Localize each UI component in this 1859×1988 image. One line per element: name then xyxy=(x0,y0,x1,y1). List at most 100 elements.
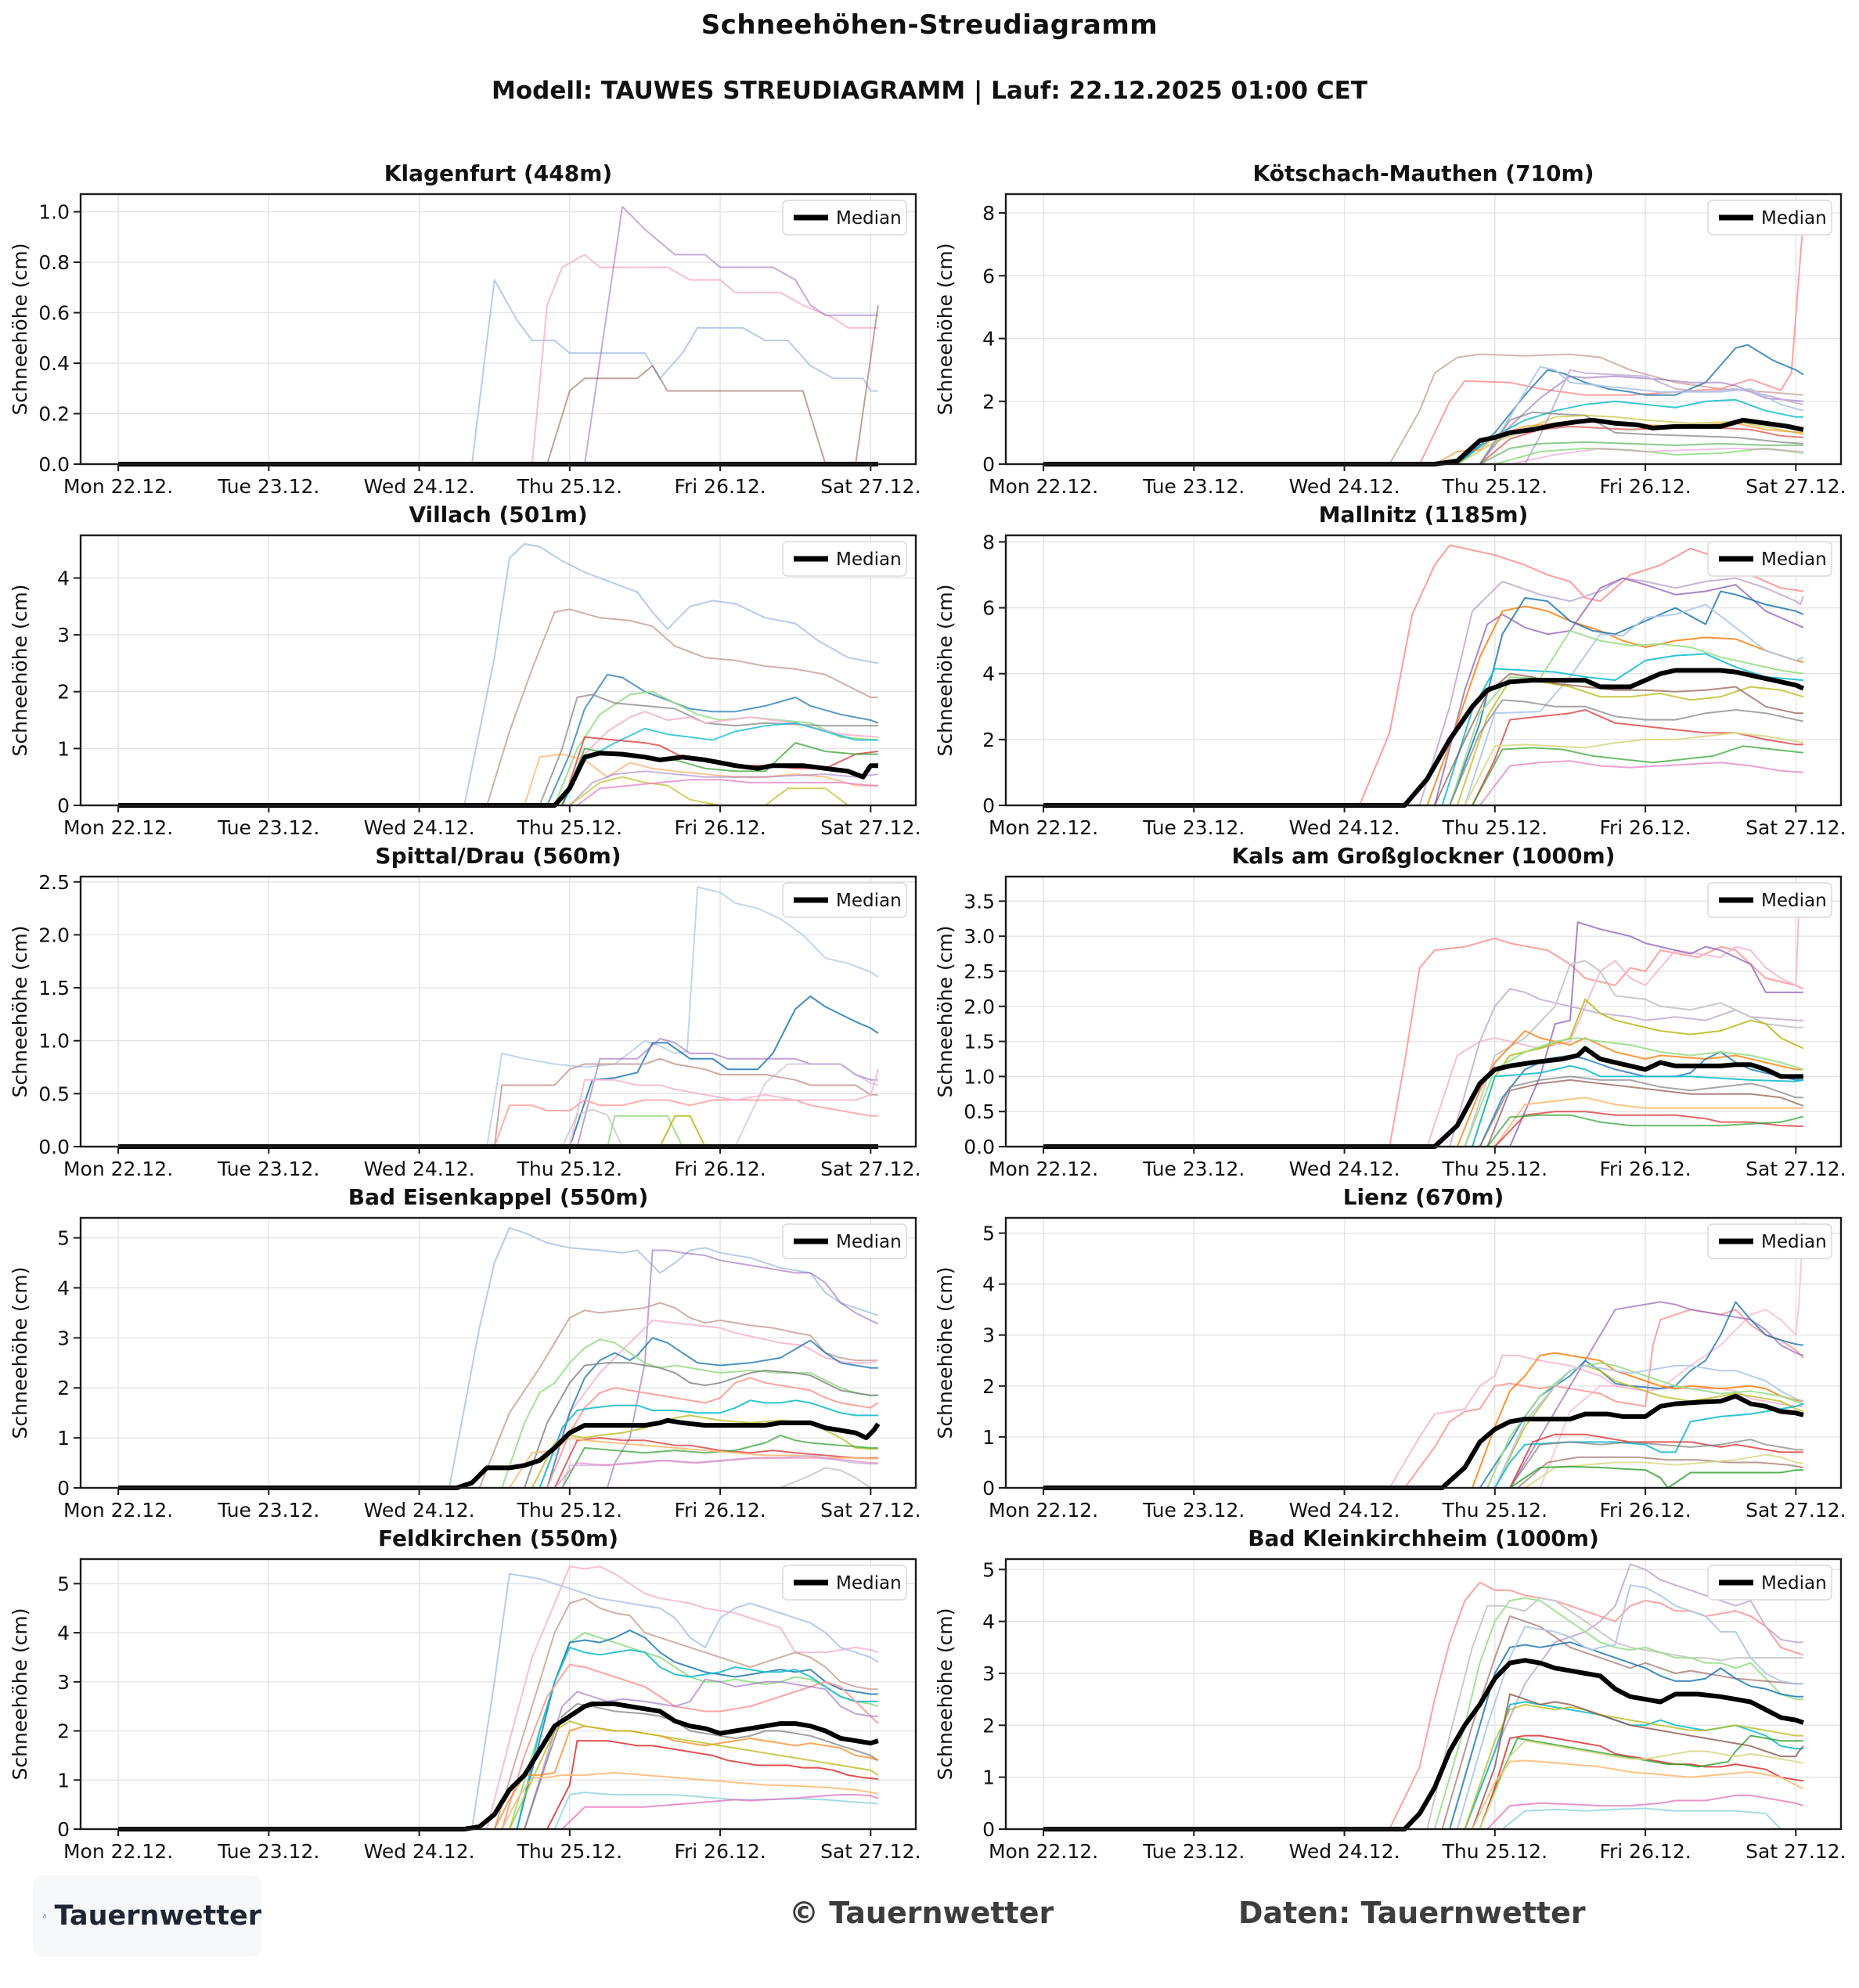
x-tick-label: Fri 26.12. xyxy=(1599,475,1691,498)
ensemble-member-line xyxy=(516,1646,878,1830)
y-tick-label: 1 xyxy=(57,1427,70,1450)
median-line xyxy=(1043,668,1805,808)
legend: Median xyxy=(1707,1565,1832,1601)
ensemble-member-line xyxy=(1449,590,1804,806)
ensemble-member-line xyxy=(561,1794,879,1830)
chart-canvas: Mon 22.12. Tue 23.12. Wed 24.12. Thu 25.12.… xyxy=(934,1558,1846,1863)
y-tick-label: 3.0 xyxy=(964,925,995,948)
y-tick-label: 3 xyxy=(982,1324,995,1347)
ensemble-member-line xyxy=(470,1572,879,1830)
subplot-villach-501m: Villach (501m) Mon 22.12. Tue 23.12. Wed 24… xyxy=(6,502,921,844)
x-tick-label: Sat 27.12. xyxy=(1746,816,1846,839)
x-tick-label: Thu 25.12. xyxy=(1442,475,1547,498)
ensemble-member-line xyxy=(1426,897,1804,1147)
subplot-title: Bad Eisenkappel (550m) xyxy=(348,1184,649,1210)
x-tick-label: Wed 24.12. xyxy=(1289,1499,1400,1522)
x-tick-label: Wed 24.12. xyxy=(364,1158,475,1180)
y-tick-label: 2 xyxy=(982,391,995,413)
x-tick-label: Wed 24.12. xyxy=(1289,1158,1400,1180)
ensemble-member-line xyxy=(1358,544,1804,806)
y-tick-label: 5 xyxy=(57,1227,70,1250)
x-tick-label: Tue 23.12. xyxy=(217,816,319,839)
x-tick-label: Sat 27.12. xyxy=(1746,475,1846,498)
x-tick-label: Tue 23.12. xyxy=(1142,1840,1245,1863)
x-tick-label: Thu 25.12. xyxy=(1442,1158,1547,1180)
subplot-title: Kals am Großglockner (1000m) xyxy=(1231,843,1616,869)
y-axis-label: Schneehöhe (cm) xyxy=(934,1267,957,1439)
y-tick-label: 2.0 xyxy=(38,924,70,946)
y-tick-label: 2.5 xyxy=(964,960,995,983)
ensemble-member-line xyxy=(1479,1740,1804,1830)
y-tick-label: 5 xyxy=(57,1572,70,1595)
y-tick-label: 3.5 xyxy=(964,890,995,913)
x-tick-label: Mon 22.12. xyxy=(63,1158,173,1180)
ensemble-member-line xyxy=(1494,1111,1803,1147)
ensemble-member-line xyxy=(1464,732,1804,806)
x-tick-label: Sat 27.12. xyxy=(1746,1158,1846,1180)
y-axis-label: Schneehöhe (cm) xyxy=(934,926,957,1098)
ensemble-member-line xyxy=(1509,1465,1803,1489)
ensemble-member-line xyxy=(493,1597,878,1830)
y-tick-label: 2.0 xyxy=(964,996,995,1018)
y-tick-label: 4 xyxy=(982,663,995,686)
ensemble-member-line xyxy=(1456,679,1804,806)
legend: Median xyxy=(1707,200,1832,236)
y-tick-label: 0 xyxy=(57,1818,70,1841)
chart-canvas: Mon 22.12. Tue 23.12. Wed 24.12. Thu 25.12.… xyxy=(934,193,1846,498)
ensemble-member-line xyxy=(1472,1352,1804,1489)
logo-text: Tauernwetter xyxy=(54,1900,261,1932)
ensemble-member-line xyxy=(1472,745,1804,806)
x-tick-label: Wed 24.12. xyxy=(1289,816,1400,839)
ensemble-member-line xyxy=(1494,447,1804,465)
ensemble-member-line xyxy=(1479,441,1803,465)
chart-canvas: Mon 22.12. Tue 23.12. Wed 24.12. Thu 25.12.… xyxy=(9,1558,921,1863)
ensemble-member-line xyxy=(1479,1734,1803,1830)
chart-canvas: Mon 22.12. Tue 23.12. Wed 24.12. Thu 25.12.… xyxy=(9,534,921,839)
chart-canvas: Mon 22.12. Tue 23.12. Wed 24.12. Thu 25.12.… xyxy=(934,1216,1846,1522)
x-tick-label: Tue 23.12. xyxy=(217,1499,319,1522)
ensemble-member-line xyxy=(546,1740,878,1830)
y-tick-label: 5 xyxy=(982,1223,995,1245)
y-tick-label: 4 xyxy=(57,1277,70,1299)
data-credit-text: Daten: Tauernwetter xyxy=(1238,1896,1586,1930)
x-tick-label: Tue 23.12. xyxy=(1142,475,1245,498)
ensemble-member-line xyxy=(1472,1693,1804,1830)
chart-header: Schneehöhen-Streudiagramm Modell: TAUWES… xyxy=(0,0,1859,161)
x-tick-label: Mon 22.12. xyxy=(989,475,1098,498)
x-tick-label: Mon 22.12. xyxy=(989,1840,1098,1863)
ensemble-member-line xyxy=(576,1038,878,1147)
ensemble-member-line xyxy=(1449,1641,1803,1830)
x-tick-label: Tue 23.12. xyxy=(1142,816,1245,839)
y-tick-label: 8 xyxy=(982,531,995,553)
median-line xyxy=(1043,417,1804,466)
ensemble-member-line xyxy=(1501,1807,1803,1830)
x-tick-label: Mon 22.12. xyxy=(63,816,173,839)
y-tick-label: 4 xyxy=(982,1611,995,1633)
y-tick-label: 0.0 xyxy=(964,1136,995,1158)
legend: Median xyxy=(782,882,907,918)
x-tick-label: Mon 22.12. xyxy=(989,1499,1098,1522)
ensemble-member-line xyxy=(606,1249,879,1489)
ensemble-member-line xyxy=(1493,1097,1803,1147)
ensemble-member-line xyxy=(1426,1597,1803,1830)
y-axis-label: Schneehöhe (cm) xyxy=(9,926,31,1098)
y-tick-label: 1 xyxy=(57,737,70,760)
legend-label: Median xyxy=(1761,1573,1827,1594)
legend-label: Median xyxy=(836,891,902,911)
panels-grid: Klagenfurt (448m) Mon 22.12. Tue 23.12. Wed… xyxy=(0,161,1859,1867)
ensemble-member-line xyxy=(576,779,878,806)
y-tick-label: 1.0 xyxy=(964,1065,995,1088)
ensemble-member-line xyxy=(493,1725,879,1830)
ensemble-member-line xyxy=(1493,1364,1804,1489)
ensemble-member-line xyxy=(1486,1794,1804,1830)
x-tick-label: Fri 26.12. xyxy=(1599,816,1691,839)
y-tick-label: 0.5 xyxy=(964,1100,995,1123)
ensemble-member-line xyxy=(524,1703,879,1830)
y-tick-label: 0 xyxy=(57,1477,70,1500)
ensemble-member-line xyxy=(561,722,878,806)
x-tick-label: Thu 25.12. xyxy=(517,816,622,839)
x-tick-label: Sat 27.12. xyxy=(820,1840,920,1863)
legend-label: Median xyxy=(836,1232,902,1252)
ensemble-member-line xyxy=(1517,1456,1804,1489)
x-tick-label: Wed 24.12. xyxy=(1289,1840,1400,1863)
